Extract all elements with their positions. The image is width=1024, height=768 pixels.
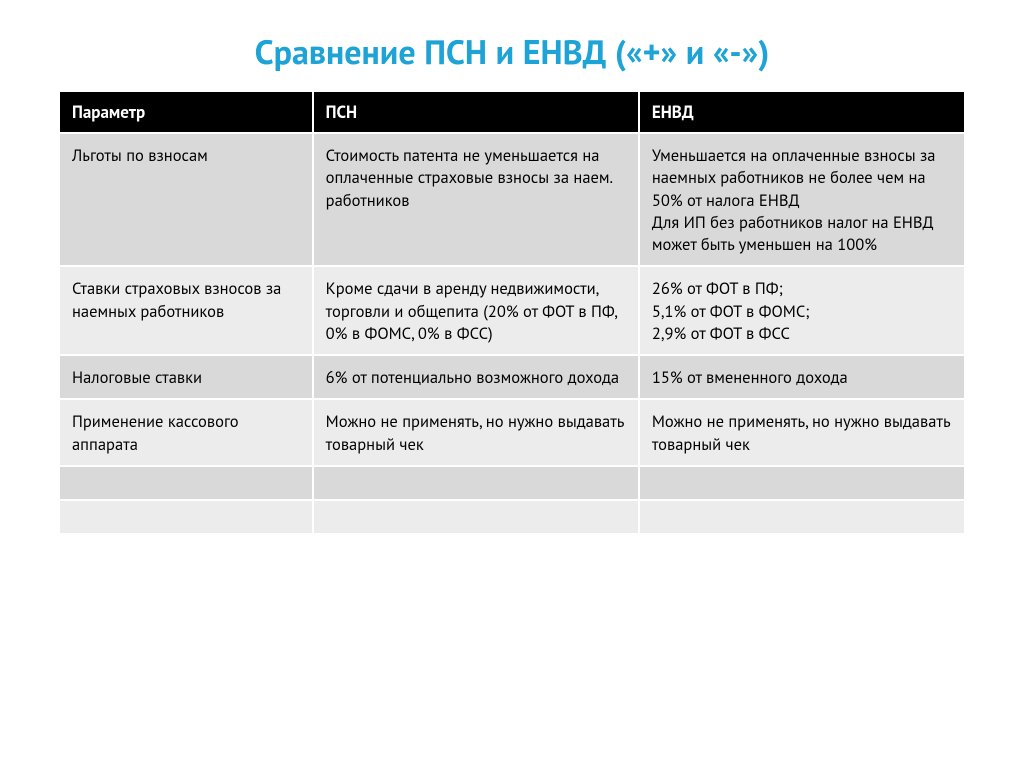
cell-psn: Стоимость патента не уменьшается на опла… [313,133,639,266]
cell-param: Применение кассового аппарата [59,399,313,466]
cell-envd [639,500,965,534]
cell-param: Налоговые ставки [59,355,313,399]
cell-param [59,500,313,534]
cell-psn: Кроме сдачи в аренду недвижимости, торго… [313,266,639,355]
table-row: Льготы по взносамСтоимость патента не ум… [59,133,965,266]
table-row: Применение кассового аппаратаМожно не пр… [59,399,965,466]
cell-envd: 15% от вмененного дохода [639,355,965,399]
cell-param: Льготы по взносам [59,133,313,266]
cell-psn: Можно не применять, но нужно выдавать то… [313,399,639,466]
cell-envd: Можно не применять, но нужно выдавать то… [639,399,965,466]
comparison-table: Параметр ПСН ЕНВД Льготы по взносамСтоим… [58,90,966,535]
table-row [59,466,965,500]
cell-param [59,466,313,500]
table-row: Налоговые ставки6% от потенциально возмо… [59,355,965,399]
col-header-psn: ПСН [313,91,639,133]
cell-psn [313,466,639,500]
col-header-envd: ЕНВД [639,91,965,133]
page-title: Сравнение ПСН и ЕНВД («+» и «-») [58,30,966,74]
cell-envd [639,466,965,500]
cell-psn [313,500,639,534]
col-header-param: Параметр [59,91,313,133]
cell-envd: Уменьшается на оплаченные взносы за наем… [639,133,965,266]
table-header-row: Параметр ПСН ЕНВД [59,91,965,133]
table-row [59,500,965,534]
table-row: Ставки страховых взносов за наемных рабо… [59,266,965,355]
cell-envd: 26% от ФОТ в ПФ;5,1% от ФОТ в ФОМС;2,9% … [639,266,965,355]
cell-psn: 6% от потенциально возможного дохода [313,355,639,399]
cell-param: Ставки страховых взносов за наемных рабо… [59,266,313,355]
